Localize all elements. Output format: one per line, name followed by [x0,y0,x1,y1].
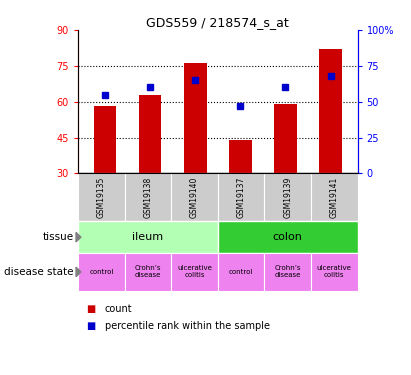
Text: colon: colon [273,232,302,242]
Text: disease state: disease state [5,267,74,277]
Bar [229,140,252,173]
Text: ulcerative
colitis: ulcerative colitis [317,266,352,278]
Bar [171,173,218,221]
Text: ulcerative
colitis: ulcerative colitis [177,266,212,278]
Bar [274,104,297,173]
Bar [184,63,207,173]
Text: tissue: tissue [43,232,74,242]
Text: GSM19137: GSM19137 [237,177,246,218]
Bar [125,173,171,221]
Text: GSM19141: GSM19141 [330,177,339,218]
Bar [264,173,311,221]
Bar [311,173,358,221]
Text: ileum: ileum [132,232,164,242]
Title: GDS559 / 218574_s_at: GDS559 / 218574_s_at [146,16,289,29]
Bar [218,173,264,221]
Text: GSM19135: GSM19135 [97,177,106,218]
Bar [78,173,125,221]
Text: count: count [105,304,132,314]
Bar [319,49,342,173]
Bar [94,106,116,173]
Text: Crohn’s
disease: Crohn’s disease [135,266,161,278]
Text: ■: ■ [86,321,96,331]
Text: ■: ■ [86,304,96,314]
Text: GSM19139: GSM19139 [283,177,292,218]
Bar [139,94,162,173]
Text: GSM19140: GSM19140 [190,177,199,218]
Text: control: control [89,269,113,275]
Text: percentile rank within the sample: percentile rank within the sample [105,321,270,331]
Text: GSM19138: GSM19138 [143,177,152,218]
Text: Crohn’s
disease: Crohn’s disease [275,266,301,278]
Text: control: control [229,269,253,275]
